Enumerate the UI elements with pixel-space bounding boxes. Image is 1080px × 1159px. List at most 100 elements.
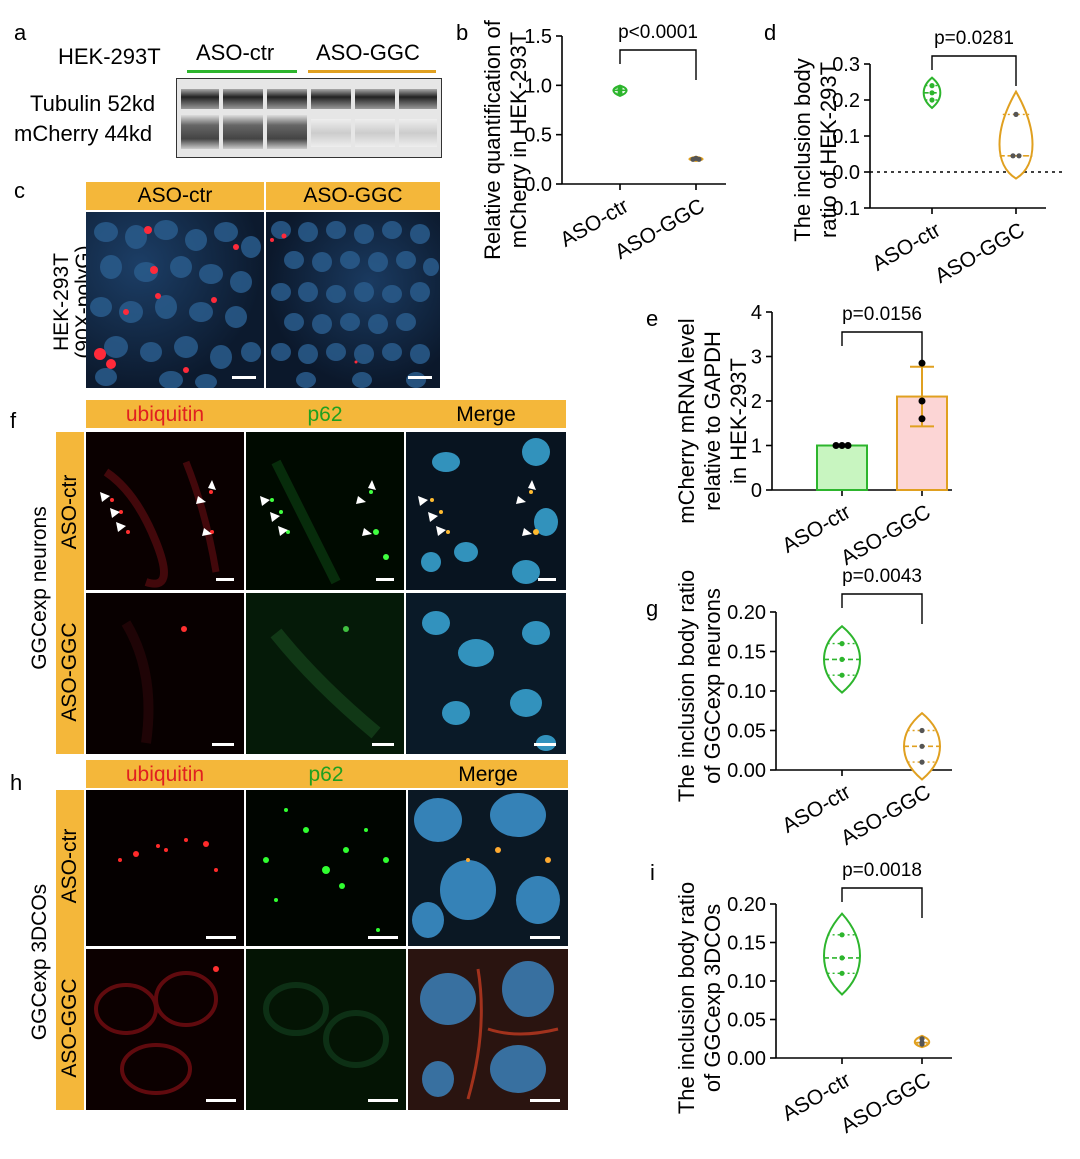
western-blot-image bbox=[176, 78, 442, 158]
significance-bracket bbox=[619, 49, 697, 80]
panel-f-header-bar bbox=[86, 400, 566, 428]
blot-svg bbox=[181, 89, 437, 149]
chart-i: The inclusion body ratio of GGCexp 3DCOs… bbox=[674, 860, 952, 1138]
blot-ggc-underline bbox=[308, 70, 436, 73]
y-tick-label: 1.5 bbox=[524, 26, 552, 48]
panel-f-row-ggc: ASO-GGC bbox=[58, 622, 81, 722]
significance-bracket bbox=[841, 593, 923, 624]
x-tick-label: ASO-GGC bbox=[931, 218, 1028, 288]
y-tick-label: 0.0 bbox=[524, 174, 552, 196]
data-point bbox=[929, 97, 935, 103]
y-tick-label: 0.20 bbox=[727, 602, 766, 624]
panel-h-row-bar bbox=[56, 790, 84, 1110]
panel-c-header-ctr: ASO-ctr bbox=[86, 182, 264, 210]
hek-ctr-image bbox=[86, 212, 264, 388]
y-tick-label: 1.0 bbox=[524, 75, 552, 97]
panel-f-col-merge: Merge bbox=[456, 403, 516, 426]
data-point bbox=[918, 415, 926, 423]
img-svg bbox=[422, 611, 556, 751]
significance-bracket bbox=[841, 331, 923, 362]
data-point bbox=[919, 759, 925, 765]
y-tick-label: 0.1 bbox=[832, 126, 860, 148]
chart-g-ylabel-1: The inclusion body ratio bbox=[674, 570, 699, 802]
y-tick-label: 2 bbox=[751, 391, 762, 413]
data-point bbox=[839, 955, 845, 961]
panel-d-label: d bbox=[764, 20, 777, 45]
panel-f-col-ubiquitin: ubiquitin bbox=[125, 403, 205, 426]
p-value: p<0.0001 bbox=[618, 22, 698, 43]
img-svg bbox=[100, 460, 220, 588]
scale-bar bbox=[216, 578, 234, 581]
blot-group-ctr: ASO-ctr bbox=[196, 40, 275, 65]
img-svg bbox=[121, 620, 187, 744]
chart-e-ylabel-3: in HEK-293T bbox=[726, 358, 751, 484]
neuron-ctr-merge bbox=[406, 432, 566, 590]
hek-ctr-svg bbox=[90, 220, 261, 388]
panel-f-row-title: GGCexp neurons bbox=[28, 506, 51, 670]
organoid-ctr-merge bbox=[408, 790, 568, 946]
hek-ggc-svg bbox=[270, 221, 439, 388]
y-tick-label: 0.05 bbox=[727, 721, 766, 743]
panel-h-row-ggc: ASO-GGC bbox=[58, 978, 81, 1078]
chart-e-ylabel-2: relative to GAPDH bbox=[700, 331, 725, 511]
panel-f-row-bar bbox=[56, 432, 84, 754]
chart-i-plot: 0.000.050.100.150.20ASO-ctrASO-GGCp=0.00… bbox=[727, 860, 952, 1138]
panel-h-header-bar bbox=[86, 760, 568, 788]
y-tick-label: 0.05 bbox=[727, 1010, 766, 1032]
img-svg bbox=[420, 961, 559, 1100]
panel-c-label: c bbox=[14, 178, 25, 203]
y-tick-label: 0.2 bbox=[832, 90, 860, 112]
data-point bbox=[839, 932, 845, 938]
scale-bar bbox=[372, 743, 394, 746]
scale-bar bbox=[368, 1099, 398, 1102]
data-point bbox=[1013, 111, 1019, 117]
chart-i-ylabel-1: The inclusion body ratio bbox=[674, 882, 699, 1114]
y-tick-label: -0.1 bbox=[826, 198, 860, 220]
neuron-ctr-ubiquitin bbox=[86, 432, 244, 590]
organoid-ctr-ubiquitin bbox=[86, 790, 244, 946]
panel-h-row-title: GGCexp 3DCOs bbox=[28, 883, 51, 1041]
panel-h-col-ubiquitin: ubiquitin bbox=[125, 763, 205, 786]
p-value: p=0.0043 bbox=[842, 566, 922, 587]
panel-i-label: i bbox=[650, 860, 655, 885]
y-tick-label: 1 bbox=[751, 436, 762, 458]
y-tick-label: 0.00 bbox=[727, 760, 766, 782]
y-tick-label: 0.3 bbox=[832, 54, 860, 76]
img-svg bbox=[260, 459, 389, 585]
data-point bbox=[918, 359, 926, 367]
data-point bbox=[839, 970, 845, 976]
organoid-ggc-ubiquitin bbox=[86, 949, 244, 1110]
hek-ggc-image bbox=[266, 212, 440, 388]
chart-b-ylabel-2: mCherry in HEK-293T bbox=[506, 32, 531, 248]
y-tick-label: 0.15 bbox=[727, 933, 766, 955]
y-tick-label: 0.15 bbox=[727, 642, 766, 664]
y-tick-label: 0 bbox=[751, 480, 762, 502]
y-tick-label: 4 bbox=[751, 302, 762, 324]
panel-h-row-ctr: ASO-ctr bbox=[58, 828, 81, 904]
data-point bbox=[839, 672, 845, 678]
scale-bar bbox=[530, 1099, 560, 1102]
neuron-ctr-p62 bbox=[246, 432, 404, 590]
data-point bbox=[929, 90, 935, 96]
panel-g-label: g bbox=[646, 596, 659, 621]
chart-e-ylabel-1: mCherry mRNA level bbox=[674, 318, 699, 523]
scale-bar bbox=[232, 376, 256, 379]
bar bbox=[816, 444, 868, 491]
data-point bbox=[919, 727, 925, 734]
panel-h-col-merge: Merge bbox=[458, 763, 518, 786]
panel-c-header-ggc: ASO-GGC bbox=[266, 182, 440, 210]
img-svg bbox=[263, 808, 389, 932]
data-point bbox=[1016, 153, 1022, 159]
panel-f-col-p62: p62 bbox=[307, 403, 343, 426]
chart-i-ylabel-2: of GGCexp 3DCOs bbox=[700, 904, 725, 1092]
y-tick-label: 0.5 bbox=[524, 125, 552, 147]
significance-bracket bbox=[931, 55, 1017, 86]
x-tick-label: ASO-GGC bbox=[837, 780, 934, 846]
data-point bbox=[832, 442, 840, 449]
img-svg bbox=[118, 838, 218, 872]
img-svg bbox=[412, 793, 560, 938]
scale-bar bbox=[376, 578, 394, 581]
data-point bbox=[844, 442, 852, 449]
